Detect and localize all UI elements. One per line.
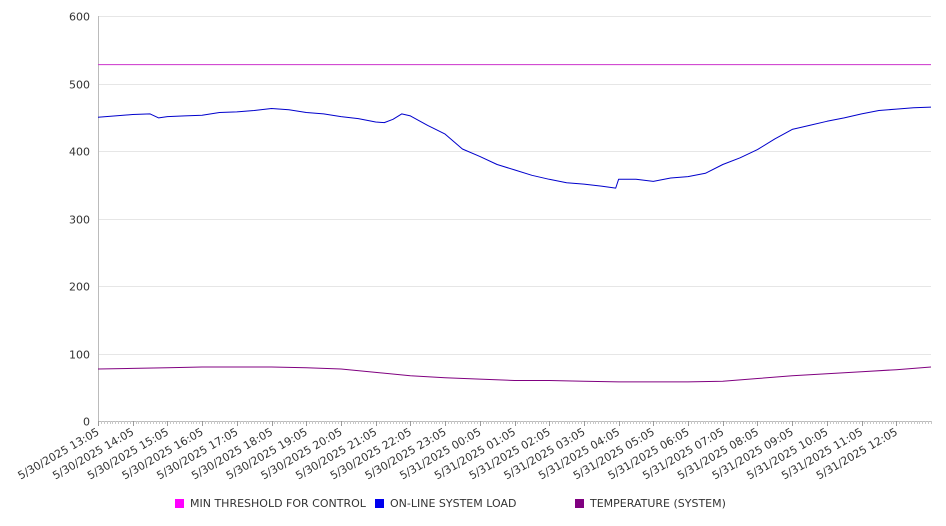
y-tick-label-300: 300 xyxy=(69,214,90,227)
legend: MIN THRESHOLD FOR CONTROL ON-LINE SYSTEM… xyxy=(0,497,946,515)
series-lines xyxy=(97,64,932,383)
grid-lines xyxy=(98,16,931,355)
y-tick-label-200: 200 xyxy=(69,281,90,294)
series-line-system-load xyxy=(97,106,932,189)
legend-swatch-temperature xyxy=(575,499,584,508)
series-line-temperature xyxy=(97,366,932,383)
legend-item-system-load[interactable]: ON-LINE SYSTEM LOAD xyxy=(375,497,516,510)
legend-swatch-min-threshold xyxy=(175,499,184,508)
legend-label-temperature: TEMPERATURE (SYSTEM) xyxy=(590,497,726,510)
y-tick-label-600: 600 xyxy=(69,11,90,24)
y-tick-label-500: 500 xyxy=(69,79,90,92)
y-axis: 0 100 200 300 400 500 600 xyxy=(69,11,99,429)
y-tick-label-400: 400 xyxy=(69,146,90,159)
legend-label-min-threshold: MIN THRESHOLD FOR CONTROL xyxy=(190,497,366,510)
legend-item-temperature[interactable]: TEMPERATURE (SYSTEM) xyxy=(575,497,726,510)
y-tick-label-100: 100 xyxy=(69,349,90,362)
legend-label-system-load: ON-LINE SYSTEM LOAD xyxy=(390,497,517,510)
legend-swatch-system-load xyxy=(375,499,384,508)
legend-item-min-threshold[interactable]: MIN THRESHOLD FOR CONTROL xyxy=(175,497,366,510)
y-tick-label-0: 0 xyxy=(83,416,90,429)
x-axis: 5/30/2025 13:055/30/2025 14:055/30/2025 … xyxy=(16,421,932,482)
